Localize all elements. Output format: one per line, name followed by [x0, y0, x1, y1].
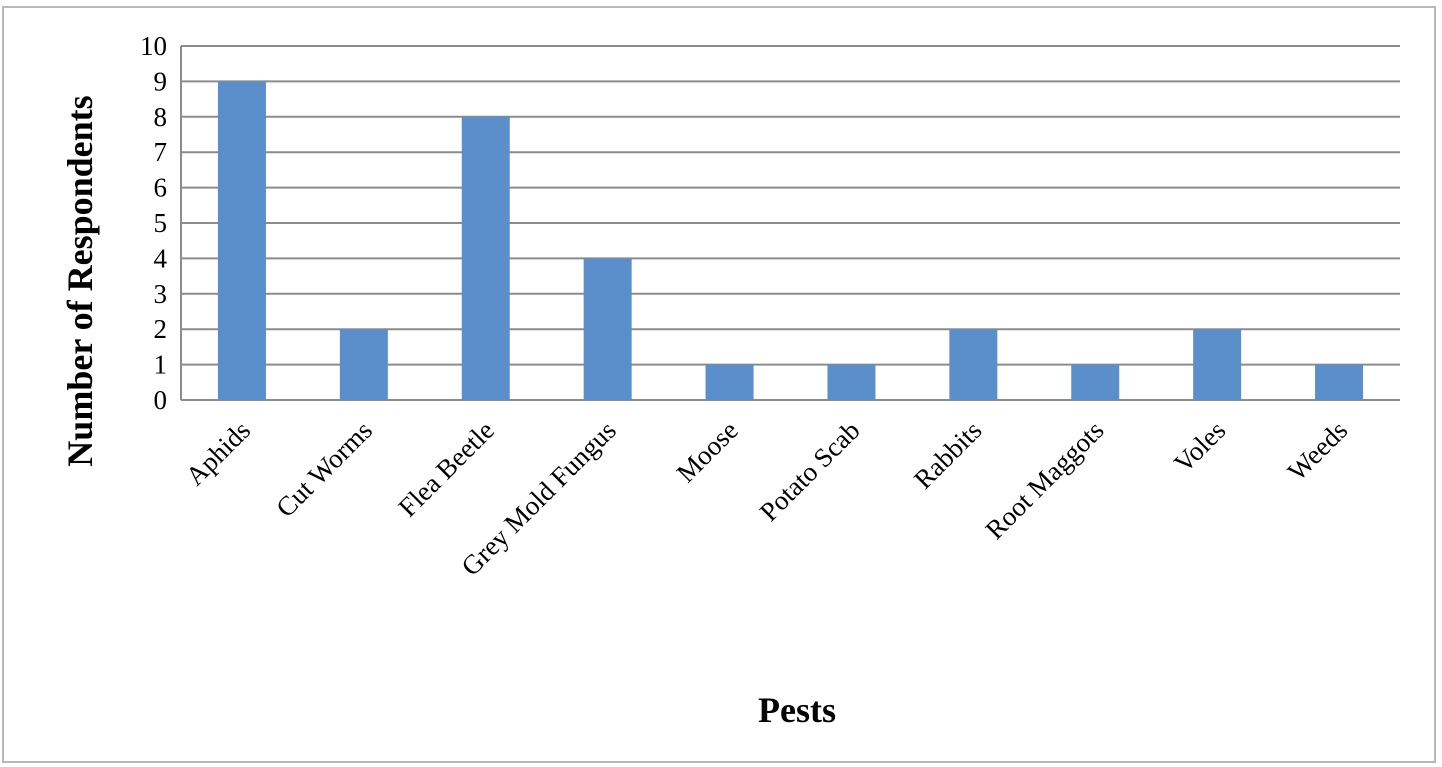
y-tick-labels: 0 1 2 3 4 5 6 7 8 9 10 — [140, 31, 168, 415]
y-tick-label: 8 — [154, 102, 168, 132]
y-tick-label: 10 — [140, 31, 167, 61]
bar-cut-worms — [339, 329, 388, 400]
y-tick-label: 6 — [154, 173, 168, 203]
x-tick-label: Voles — [1168, 415, 1231, 478]
bar-root-maggots — [1071, 364, 1120, 400]
y-tick-label: 2 — [154, 314, 168, 344]
bars — [217, 81, 1364, 401]
bar-moose — [705, 364, 754, 400]
y-axis-title: Number of Respondents — [60, 95, 100, 466]
y-tick-label: 0 — [154, 385, 168, 415]
x-tick-label: Root Maggots — [980, 415, 1110, 545]
bar-grey-mold-fungus — [583, 258, 632, 400]
bar-potato-scab — [827, 364, 876, 400]
y-tick-label: 7 — [154, 137, 168, 167]
x-tick-label: Cut Worms — [270, 415, 378, 523]
x-axis-title: Pests — [758, 690, 836, 730]
bar-voles — [1193, 329, 1242, 400]
x-tick-label: Flea Beetle — [392, 415, 500, 523]
x-tick-label: Moose — [671, 415, 744, 488]
x-tick-label: Weeds — [1282, 415, 1354, 487]
y-tick-label: 1 — [154, 350, 168, 380]
y-tick-label: 4 — [154, 243, 168, 273]
x-tick-label: Aphids — [180, 415, 256, 491]
x-tick-label: Potato Scab — [754, 415, 866, 527]
bar-weeds — [1315, 364, 1364, 400]
y-tick-label: 3 — [154, 279, 168, 309]
y-tick-label: 9 — [154, 66, 168, 96]
y-tick-label: 5 — [154, 208, 168, 238]
bar-rabbits — [949, 329, 998, 400]
bar-aphids — [217, 81, 266, 401]
x-tick-label: Rabbits — [908, 415, 988, 495]
bar-flea-beetle — [461, 116, 510, 401]
